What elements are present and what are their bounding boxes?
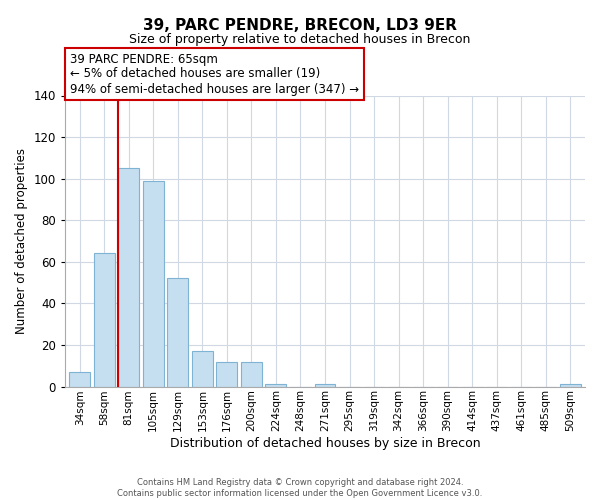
Bar bbox=[143, 180, 164, 386]
Bar bbox=[94, 254, 115, 386]
Bar bbox=[167, 278, 188, 386]
X-axis label: Distribution of detached houses by size in Brecon: Distribution of detached houses by size … bbox=[170, 437, 480, 450]
Bar bbox=[314, 384, 335, 386]
Bar bbox=[69, 372, 90, 386]
Bar bbox=[265, 384, 286, 386]
Text: Contains HM Land Registry data © Crown copyright and database right 2024.
Contai: Contains HM Land Registry data © Crown c… bbox=[118, 478, 482, 498]
Bar bbox=[192, 351, 213, 386]
Bar bbox=[118, 168, 139, 386]
Y-axis label: Number of detached properties: Number of detached properties bbox=[15, 148, 28, 334]
Bar bbox=[241, 362, 262, 386]
Bar bbox=[217, 362, 237, 386]
Bar bbox=[560, 384, 581, 386]
Text: Size of property relative to detached houses in Brecon: Size of property relative to detached ho… bbox=[130, 32, 470, 46]
Text: 39 PARC PENDRE: 65sqm
← 5% of detached houses are smaller (19)
94% of semi-detac: 39 PARC PENDRE: 65sqm ← 5% of detached h… bbox=[70, 52, 359, 96]
Text: 39, PARC PENDRE, BRECON, LD3 9ER: 39, PARC PENDRE, BRECON, LD3 9ER bbox=[143, 18, 457, 32]
